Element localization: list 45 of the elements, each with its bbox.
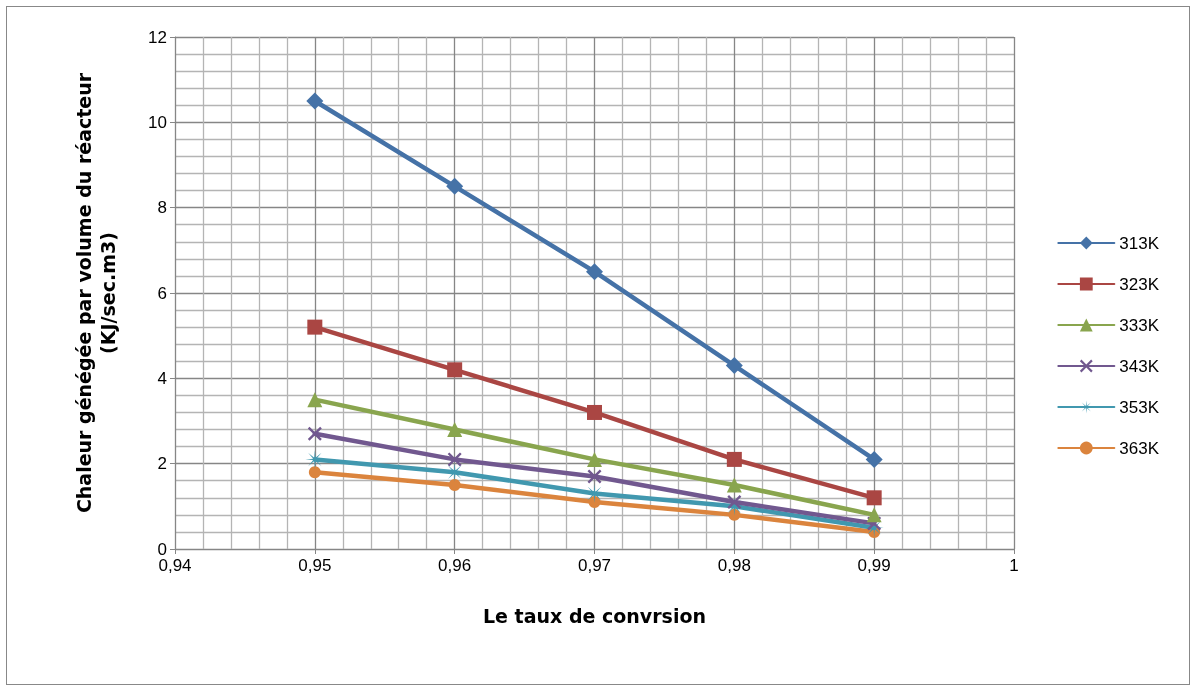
- y-tick-label: 12: [148, 27, 167, 47]
- x-tick-label: 0,96: [438, 556, 472, 575]
- point: [586, 263, 603, 281]
- y-tick-label: 10: [148, 112, 167, 132]
- y-tick-label: 0: [157, 539, 167, 559]
- legend-label: 333K: [1119, 315, 1160, 335]
- legend-label: 343K: [1119, 356, 1160, 376]
- point: [446, 177, 464, 195]
- legend-label: 323K: [1119, 274, 1160, 294]
- y-tick-label: 8: [157, 198, 167, 218]
- legend-label: 313K: [1119, 233, 1160, 253]
- point: [448, 479, 461, 491]
- point: [727, 495, 742, 510]
- point: [728, 508, 741, 521]
- x-tick-label: 0,97: [577, 556, 612, 575]
- point: [866, 490, 882, 506]
- point: [307, 426, 322, 441]
- point: [587, 469, 602, 484]
- point: [587, 451, 602, 467]
- legend-label: 363K: [1119, 438, 1160, 458]
- point: [865, 450, 883, 468]
- point: [447, 362, 463, 378]
- point: [726, 451, 742, 467]
- point: [585, 484, 604, 504]
- point: [447, 422, 463, 438]
- x-tick-label: 1: [1009, 556, 1019, 575]
- point: [307, 392, 323, 408]
- x-tick-label: 0,99: [857, 556, 891, 575]
- y-axis-title: Chaleur génégée par volume du réacteur (KJ/sec.m3): [73, 72, 119, 514]
- y-tick-label: 4: [157, 368, 167, 388]
- point: [726, 477, 742, 493]
- point: [306, 92, 324, 110]
- x-tick-label: 0,94: [158, 556, 192, 575]
- y-tick-label: 2: [157, 454, 167, 474]
- point: [308, 466, 321, 479]
- y-tick-label: 6: [157, 283, 167, 303]
- point: [447, 452, 462, 467]
- x-tick-label: 0,98: [717, 556, 751, 575]
- legend-label: 353K: [1119, 397, 1160, 417]
- point: [725, 357, 743, 375]
- point: [866, 507, 882, 523]
- x-axis-title: Le taux de convrsion: [482, 605, 707, 627]
- x-tick-label: 0,95: [298, 556, 332, 575]
- point: [587, 404, 602, 420]
- point: [307, 319, 323, 335]
